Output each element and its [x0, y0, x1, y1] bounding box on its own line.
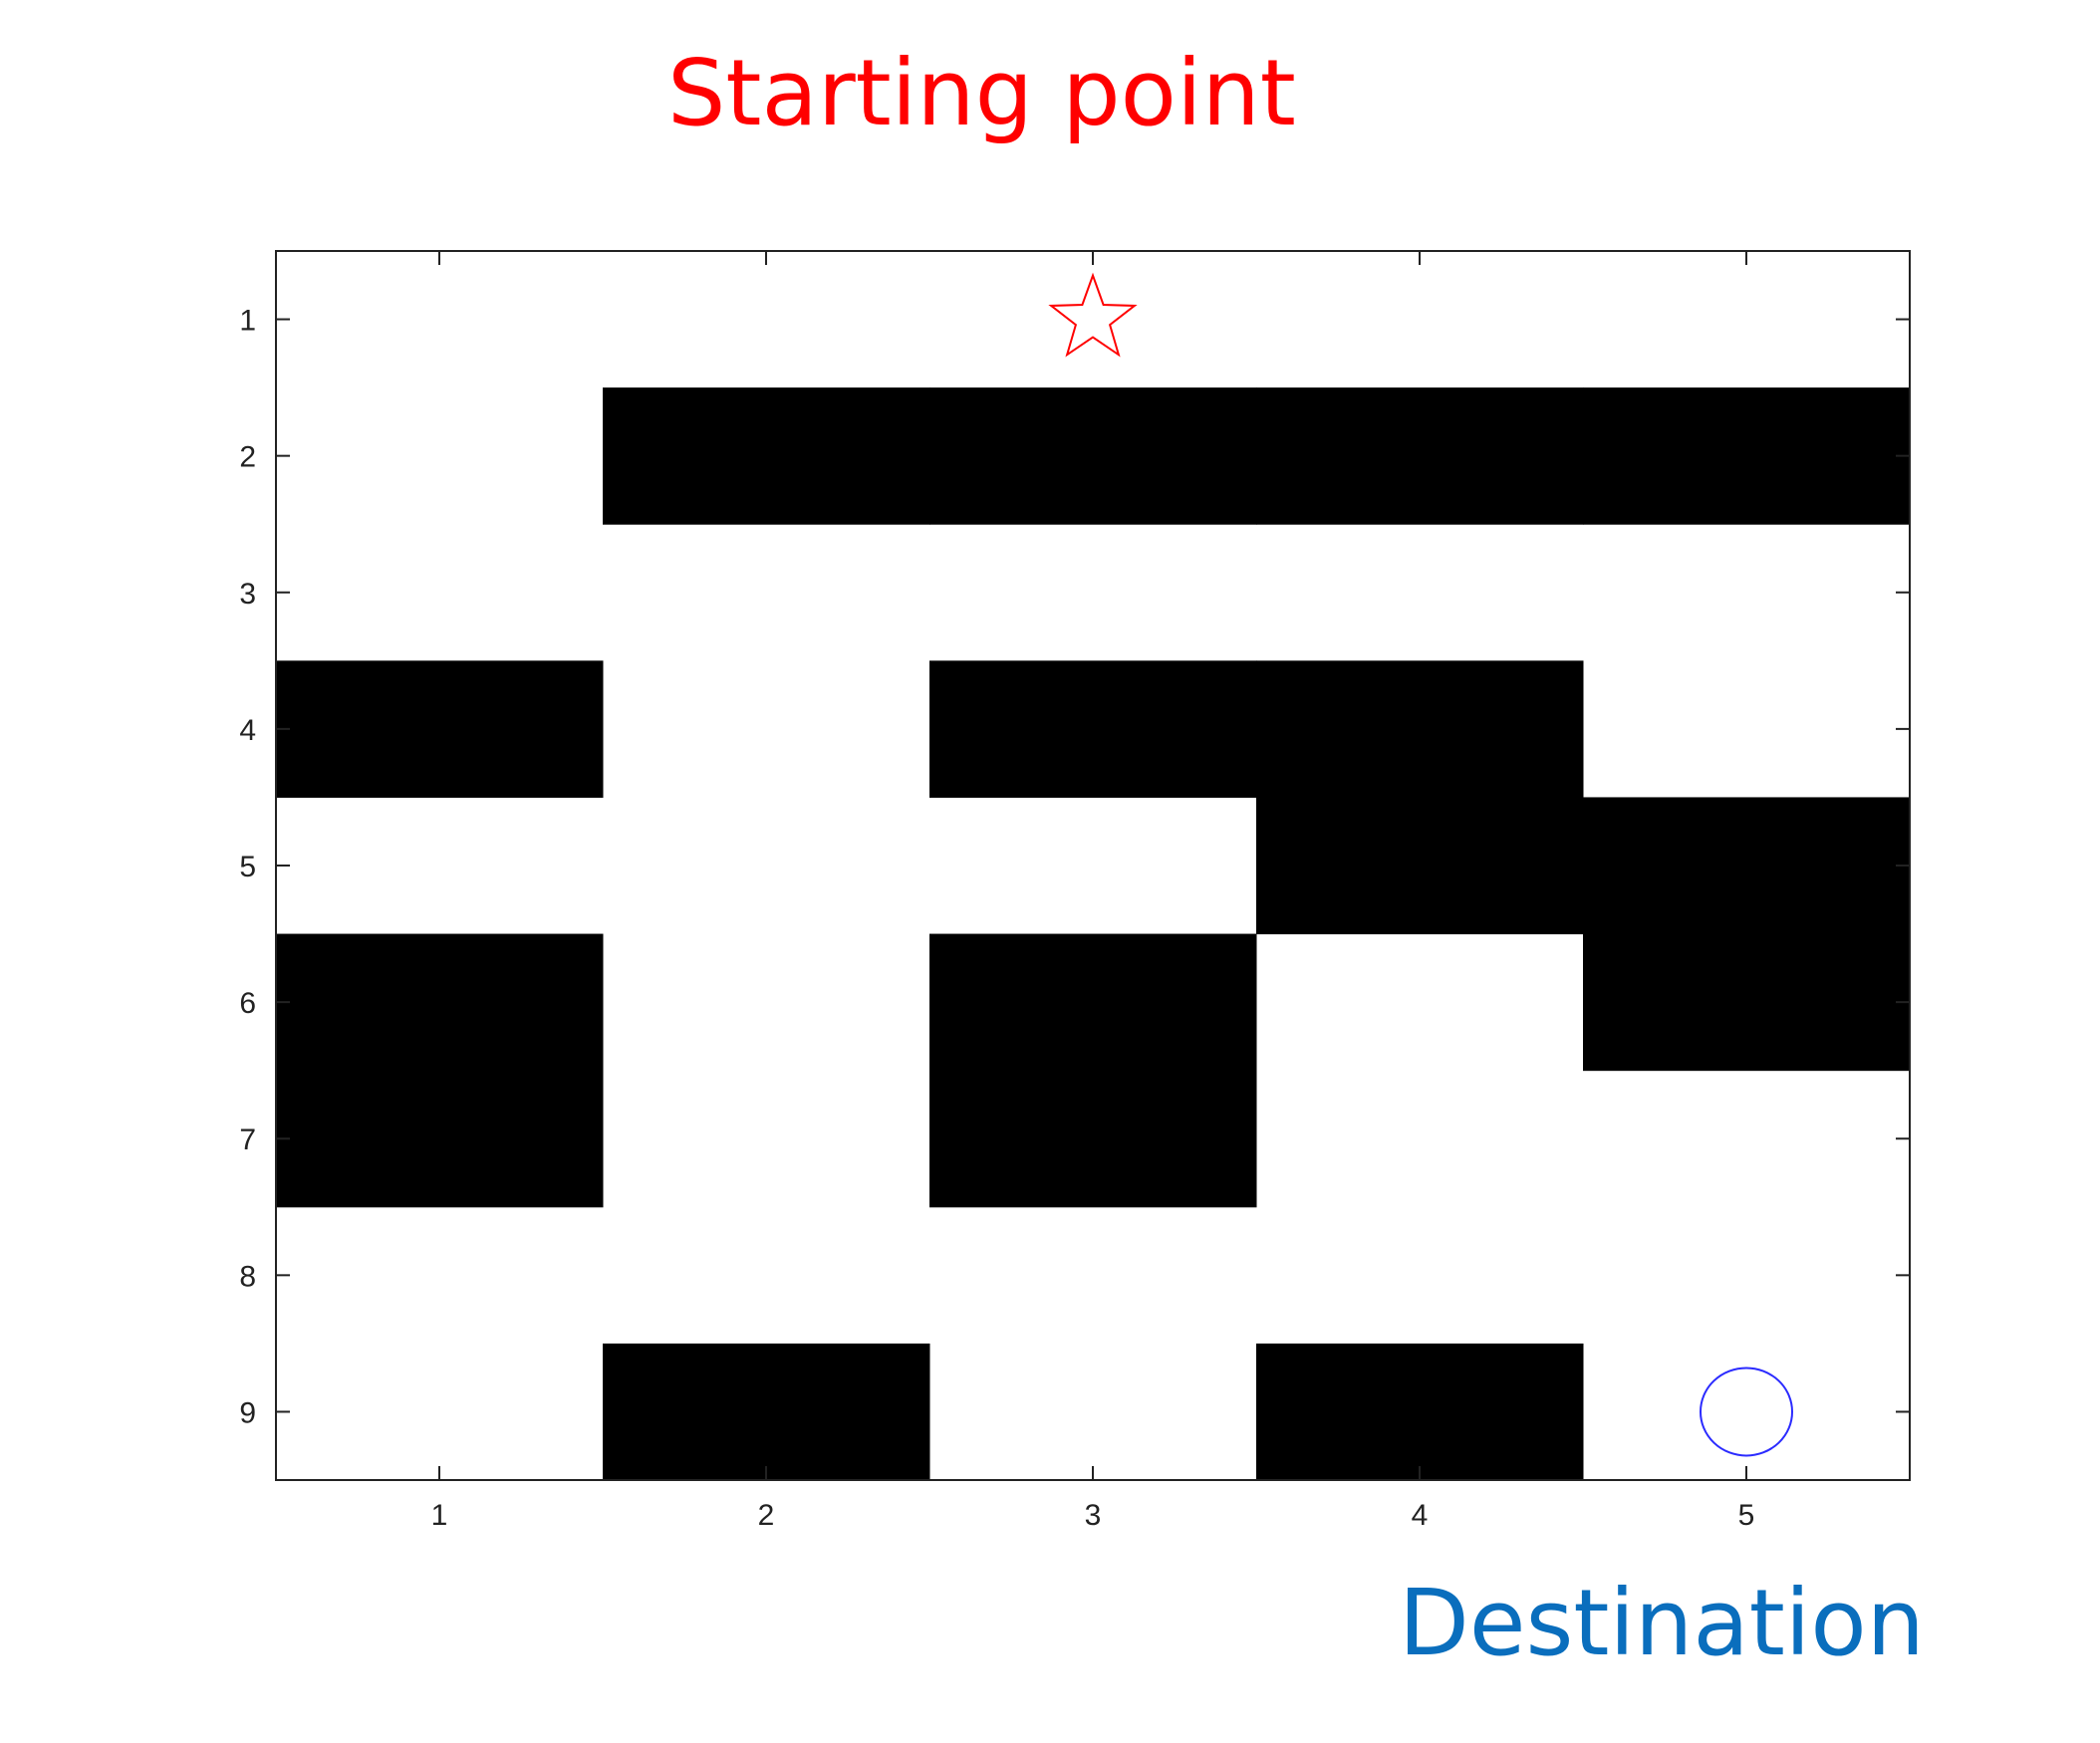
y-tick-label: 9 [239, 1396, 256, 1429]
wall-cell-r4-c4 [1256, 660, 1584, 798]
y-tick-label: 4 [239, 714, 256, 747]
y-tick-label: 1 [239, 305, 256, 338]
y-tick-label: 7 [239, 1123, 256, 1156]
wall-cell-r6-c1 [276, 933, 604, 1072]
y-tick-label: 5 [239, 851, 256, 883]
wall-cell-r6-c5 [1583, 933, 1911, 1072]
wall-cell-r2-c4 [1256, 387, 1584, 525]
wall-cell-r2-c3 [929, 387, 1257, 525]
x-tick-label: 2 [758, 1499, 775, 1532]
markers [1048, 272, 1793, 1457]
wall-cell-r2-c5 [1583, 387, 1911, 525]
wall-cell-r7-c3 [929, 1070, 1257, 1208]
wall-cell-r4-c1 [276, 660, 604, 798]
wall-cell-r5-c5 [1583, 797, 1911, 935]
x-tick-label: 4 [1412, 1499, 1429, 1532]
y-tick-label: 2 [239, 441, 256, 474]
x-tick-label: 3 [1085, 1499, 1102, 1532]
wall-cell-r5-c4 [1256, 797, 1584, 935]
wall-cell-r9-c4 [1256, 1343, 1584, 1481]
wall-cell-r9-c2 [603, 1343, 930, 1481]
star-icon [1048, 272, 1138, 358]
starting-point-label: Starting point [667, 40, 1296, 146]
maze-cells [276, 387, 1911, 1481]
wall-cell-r6-c3 [929, 933, 1257, 1072]
wall-cell-r4-c3 [929, 660, 1257, 798]
destination-label: Destination [1399, 1570, 1925, 1676]
x-tick-label: 5 [1738, 1499, 1755, 1532]
wall-cell-r2-c2 [603, 387, 930, 525]
wall-cell-r7-c1 [276, 1070, 604, 1208]
y-tick-label: 6 [239, 987, 256, 1020]
axis-ticks: 1 2 3 4 5 1 2 3 4 5 6 7 8 9 [239, 251, 1910, 1532]
y-tick-label: 8 [239, 1260, 256, 1293]
circle-icon [1700, 1367, 1793, 1457]
x-tick-label: 1 [431, 1499, 448, 1532]
y-tick-label: 3 [239, 578, 256, 611]
